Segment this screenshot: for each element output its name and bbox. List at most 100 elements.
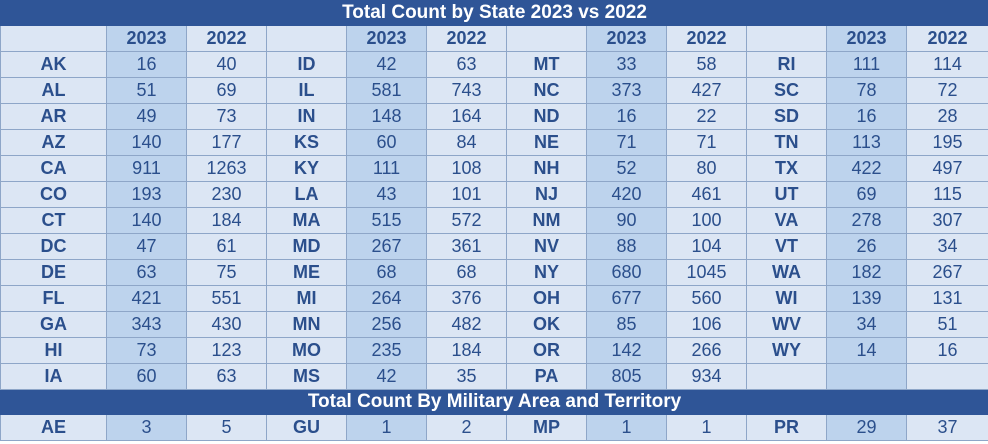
table-row: DC 47 61 MD 267 361 NV 88 104 VT 26 34 (0, 233, 988, 260)
count-2022: 51 (905, 311, 988, 338)
count-2022: 35 (426, 363, 507, 390)
count-2022: 184 (186, 207, 267, 234)
state-code: MT (506, 51, 587, 78)
count-2022: 5 (186, 414, 267, 441)
table-row: AE 3 5 GU 1 2 MP 1 1 PR 29 37 (0, 414, 988, 441)
count-2022: 63 (186, 363, 267, 390)
table-row: IA 60 63 MS 42 35 PA 805 934 (0, 363, 988, 390)
table-row: CA 911 1263 KY 111 108 NH 52 80 TX 422 497 (0, 155, 988, 182)
count-2023: 69 (826, 181, 907, 208)
state-code: DE (0, 259, 107, 286)
count-2022: 572 (426, 207, 507, 234)
count-2022: 106 (666, 311, 747, 338)
state-code: MA (266, 207, 347, 234)
count-2023: 16 (826, 103, 907, 130)
state-code: KS (266, 129, 347, 156)
state-code: UT (746, 181, 827, 208)
state-code: OR (506, 337, 587, 364)
count-2022: 427 (666, 77, 747, 104)
count-2022: 104 (666, 233, 747, 260)
header-state-blank (506, 25, 587, 52)
count-2023: 422 (826, 155, 907, 182)
state-code: MS (266, 363, 347, 390)
count-2023: 111 (826, 51, 907, 78)
count-2023: 581 (346, 77, 427, 104)
count-2022: 58 (666, 51, 747, 78)
count-2022: 461 (666, 181, 747, 208)
count-2023: 421 (106, 285, 187, 312)
count-2022: 108 (426, 155, 507, 182)
header-state-blank (266, 25, 347, 52)
state-code: GA (0, 311, 107, 338)
state-code: CO (0, 181, 107, 208)
count-2022: 61 (186, 233, 267, 260)
table-row: FL 421 551 MI 264 376 OH 677 560 WI 139 131 (0, 285, 988, 312)
count-2022: 1 (666, 414, 747, 441)
count-2023: 14 (826, 337, 907, 364)
state-code: NM (506, 207, 587, 234)
state-code: MN (266, 311, 347, 338)
table-row: CO 193 230 LA 43 101 NJ 420 461 UT 69 115 (0, 181, 988, 208)
count-2023: 63 (106, 259, 187, 286)
count-2023: 677 (586, 285, 667, 312)
count-2022: 230 (186, 181, 267, 208)
state-code: OH (506, 285, 587, 312)
count-2022: 266 (666, 337, 747, 364)
count-2022: 123 (186, 337, 267, 364)
state-code: IL (266, 77, 347, 104)
state-code: NC (506, 77, 587, 104)
count-2022 (905, 363, 988, 390)
count-2023: 148 (346, 103, 427, 130)
count-2022: 743 (426, 77, 507, 104)
count-2023: 78 (826, 77, 907, 104)
header-year-2023: 2023 (106, 25, 187, 52)
count-2023: 26 (826, 233, 907, 260)
count-2023: 278 (826, 207, 907, 234)
state-code: CA (0, 155, 107, 182)
count-2022: 184 (426, 337, 507, 364)
count-2022: 1045 (666, 259, 747, 286)
territory-code: MP (506, 414, 587, 441)
state-code: AL (0, 77, 107, 104)
count-2023: 68 (346, 259, 427, 286)
header-year-2022: 2022 (426, 25, 507, 52)
count-2022: 2 (426, 414, 507, 441)
count-2023: 60 (106, 363, 187, 390)
territory-code: PR (746, 414, 827, 441)
count-2022: 307 (905, 207, 988, 234)
count-2023: 515 (346, 207, 427, 234)
count-2022: 115 (905, 181, 988, 208)
state-code: MD (266, 233, 347, 260)
count-2022: 37 (905, 414, 988, 441)
header-state-blank (0, 25, 107, 52)
count-2023: 140 (106, 207, 187, 234)
state-code: NE (506, 129, 587, 156)
table-row: HI 73 123 MO 235 184 OR 142 266 WY 14 16 (0, 337, 988, 364)
state-code: AZ (0, 129, 107, 156)
count-2022: 63 (426, 51, 507, 78)
count-2023: 16 (106, 51, 187, 78)
state-code (746, 363, 827, 390)
state-code: WV (746, 311, 827, 338)
count-2023: 71 (586, 129, 667, 156)
state-code: VT (746, 233, 827, 260)
count-2023: 51 (106, 77, 187, 104)
count-2023: 33 (586, 51, 667, 78)
count-2022: 361 (426, 233, 507, 260)
table-row: AK 16 40 ID 42 63 MT 33 58 RI 111 114 (0, 51, 988, 78)
count-2022: 73 (186, 103, 267, 130)
state-code: AR (0, 103, 107, 130)
count-2023: 142 (586, 337, 667, 364)
count-2023: 42 (346, 51, 427, 78)
state-code: DC (0, 233, 107, 260)
count-2022: 376 (426, 285, 507, 312)
count-2023: 680 (586, 259, 667, 286)
count-2022: 430 (186, 311, 267, 338)
count-2023: 805 (586, 363, 667, 390)
territory-code: GU (266, 414, 347, 441)
state-code: RI (746, 51, 827, 78)
count-2023: 235 (346, 337, 427, 364)
state-code: NY (506, 259, 587, 286)
state-code: LA (266, 181, 347, 208)
count-2022: 114 (905, 51, 988, 78)
